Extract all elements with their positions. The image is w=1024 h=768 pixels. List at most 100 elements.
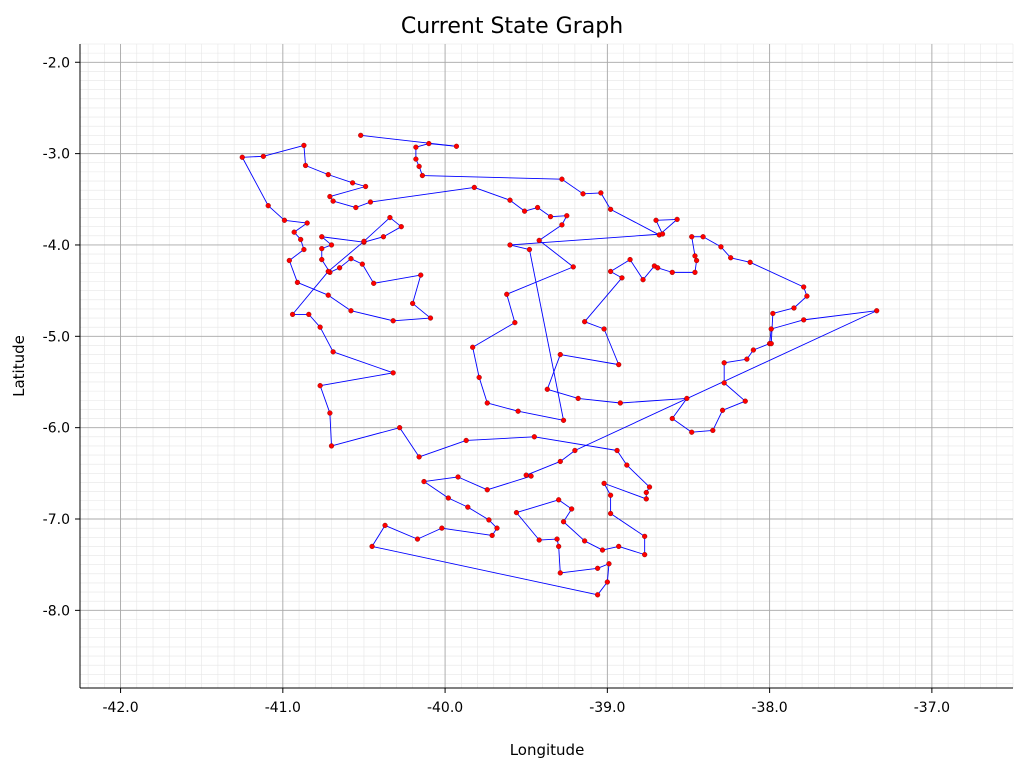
data-point <box>330 349 336 355</box>
data-point <box>325 172 331 178</box>
data-point <box>742 398 748 404</box>
route-segment <box>560 354 619 366</box>
data-point <box>674 216 680 222</box>
route-segment <box>620 397 687 404</box>
route-segment <box>303 145 306 166</box>
route-segment <box>263 144 305 157</box>
route-segment <box>393 317 431 322</box>
route-segment <box>371 545 598 596</box>
data-point <box>643 496 649 502</box>
data-point <box>710 427 716 434</box>
data-point <box>419 172 425 179</box>
data-point <box>601 480 607 486</box>
data-point <box>572 447 578 454</box>
data-point <box>640 277 646 283</box>
data-point <box>689 429 695 435</box>
data-point <box>804 293 810 299</box>
route-segment <box>371 525 386 547</box>
data-point <box>439 525 445 531</box>
route-segment <box>537 207 551 218</box>
route-segment <box>329 413 332 446</box>
data-point <box>582 538 588 544</box>
data-point <box>513 510 520 516</box>
route-segment <box>467 506 490 521</box>
route-segment <box>331 427 400 447</box>
route-segment <box>428 143 457 147</box>
route-segment <box>289 249 305 261</box>
data-point <box>624 462 630 468</box>
route-segment <box>370 186 475 203</box>
data-point <box>265 203 271 209</box>
data-point <box>534 204 541 211</box>
route-segment <box>319 385 331 414</box>
route-segment <box>242 155 264 158</box>
route-segment <box>702 236 722 248</box>
data-point <box>544 386 550 392</box>
route-segment <box>584 277 623 322</box>
axes <box>79 44 1013 689</box>
y-tick-label: -5.0 <box>43 329 70 345</box>
data-point <box>418 272 424 278</box>
data-point <box>413 156 419 162</box>
data-point <box>507 197 513 203</box>
data-point <box>369 543 375 550</box>
route-segment <box>305 165 329 176</box>
route-segment <box>616 450 628 466</box>
route-segment <box>671 418 692 433</box>
route-segment <box>361 263 375 284</box>
data-point <box>642 552 648 558</box>
x-tick-label: -40.0 <box>427 700 463 716</box>
route-segment <box>321 236 365 243</box>
route-segment <box>412 303 431 319</box>
data-point <box>575 395 581 402</box>
route-segment <box>563 521 585 542</box>
data-point <box>719 407 726 413</box>
data-point <box>559 222 565 228</box>
data-point <box>328 443 335 449</box>
data-point <box>390 318 396 324</box>
route-segment <box>319 326 334 353</box>
route-segment <box>457 476 488 491</box>
route-segment <box>373 274 421 284</box>
data-point <box>301 246 307 253</box>
data-point <box>328 242 335 248</box>
data-point <box>476 374 482 381</box>
data-point <box>559 176 565 182</box>
route-segment <box>509 233 663 246</box>
route-segment <box>671 398 688 419</box>
route-segment <box>267 205 285 221</box>
data-point <box>642 533 648 539</box>
data-point <box>445 495 451 501</box>
data-point <box>531 434 537 440</box>
route-segment <box>474 186 511 201</box>
data-point <box>494 525 500 531</box>
route-segment <box>509 244 530 250</box>
data-point <box>306 311 312 317</box>
route-segment <box>308 314 321 328</box>
data-point <box>397 425 403 431</box>
data-point <box>453 143 460 149</box>
route-segment <box>487 475 532 491</box>
data-point <box>470 344 476 350</box>
data-point <box>669 269 675 275</box>
route-segment <box>288 260 298 283</box>
data-point <box>607 206 614 212</box>
data-point <box>523 472 529 478</box>
data-point <box>768 326 774 332</box>
data-point <box>659 231 666 237</box>
data-point <box>646 484 653 490</box>
data-point <box>607 492 614 498</box>
data-point <box>607 268 614 275</box>
data-point <box>607 510 614 517</box>
route-segment <box>610 208 660 236</box>
data-point <box>684 395 690 402</box>
route-segment <box>560 567 598 574</box>
data-point <box>325 292 331 298</box>
data-point <box>291 229 297 235</box>
data-point <box>536 237 542 243</box>
data-point <box>382 522 388 529</box>
data-point <box>526 246 533 253</box>
data-point <box>304 220 310 226</box>
data-point <box>416 454 422 460</box>
